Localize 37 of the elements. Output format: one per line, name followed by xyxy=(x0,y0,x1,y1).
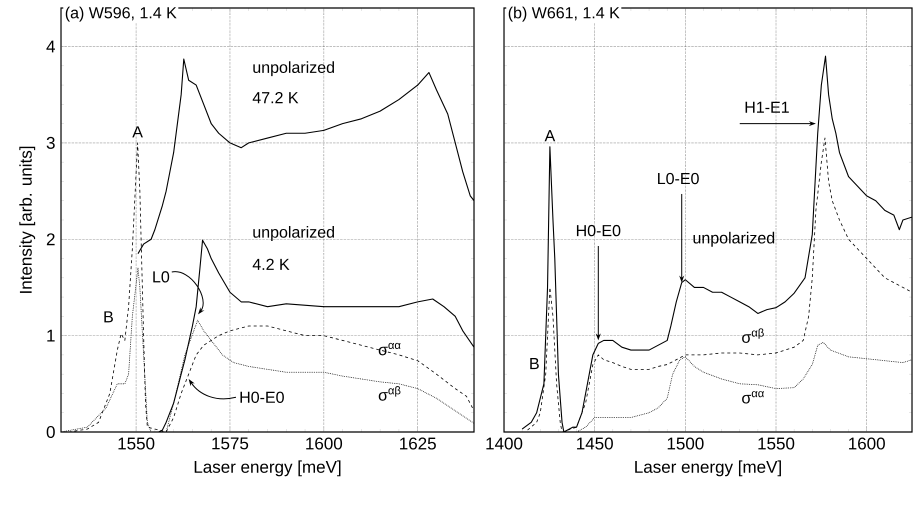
x-tick-label: 1575 xyxy=(212,438,248,450)
annotation: H0-E0 xyxy=(240,392,284,403)
y-tick-label: 4 xyxy=(46,40,55,52)
y-axis-title: Intensity [arb. units] xyxy=(19,146,36,293)
annotation: B xyxy=(104,311,113,322)
annotation: σ$^{αα}$ xyxy=(742,391,764,404)
x-tick-label: 1550 xyxy=(758,438,794,450)
x-tick-label: 1600 xyxy=(849,438,885,450)
y-tick-label: 1 xyxy=(47,330,55,342)
y-tick-label: 3 xyxy=(46,136,55,149)
chart-title: (a) W596, 1.4 K xyxy=(66,6,177,22)
annotation: 47.2 K xyxy=(252,92,298,104)
annotation: σ$^{αβ}$ xyxy=(742,328,764,343)
annotation: 4.2 K xyxy=(252,258,290,270)
x-tick-label: 1625 xyxy=(400,438,436,450)
y-tick-label: 0 xyxy=(46,426,55,438)
x-axis-title: Laser energy [meV] xyxy=(194,460,340,476)
annotation: B xyxy=(530,358,539,370)
annotation: L0-E0 xyxy=(658,172,699,184)
annotation: L0 xyxy=(153,271,170,283)
annotation: unpolarized xyxy=(694,232,774,247)
x-axis-title: Laser energy [meV] xyxy=(635,460,781,476)
annotation: A xyxy=(544,130,556,142)
annotation: unpolarized xyxy=(253,226,334,241)
annotation: σ$^{αα}$ xyxy=(378,342,401,356)
annotation: σ$^{αβ}$ xyxy=(378,386,400,401)
annotation: H0-E0 xyxy=(576,224,620,236)
x-tick-label: 1500 xyxy=(668,438,704,450)
y-tick-label: 2 xyxy=(46,233,55,246)
x-tick-label: 1400 xyxy=(486,438,522,450)
x-tick-label: 1600 xyxy=(306,438,342,450)
annotation: unpolarized xyxy=(253,61,334,76)
x-tick-label: 1550 xyxy=(118,438,154,450)
annotation: H1-E1 xyxy=(746,102,789,113)
chart-title: (b) W661, 1.4 K xyxy=(508,6,620,22)
x-tick-label: 1450 xyxy=(577,438,613,450)
annotation: A xyxy=(132,126,143,138)
